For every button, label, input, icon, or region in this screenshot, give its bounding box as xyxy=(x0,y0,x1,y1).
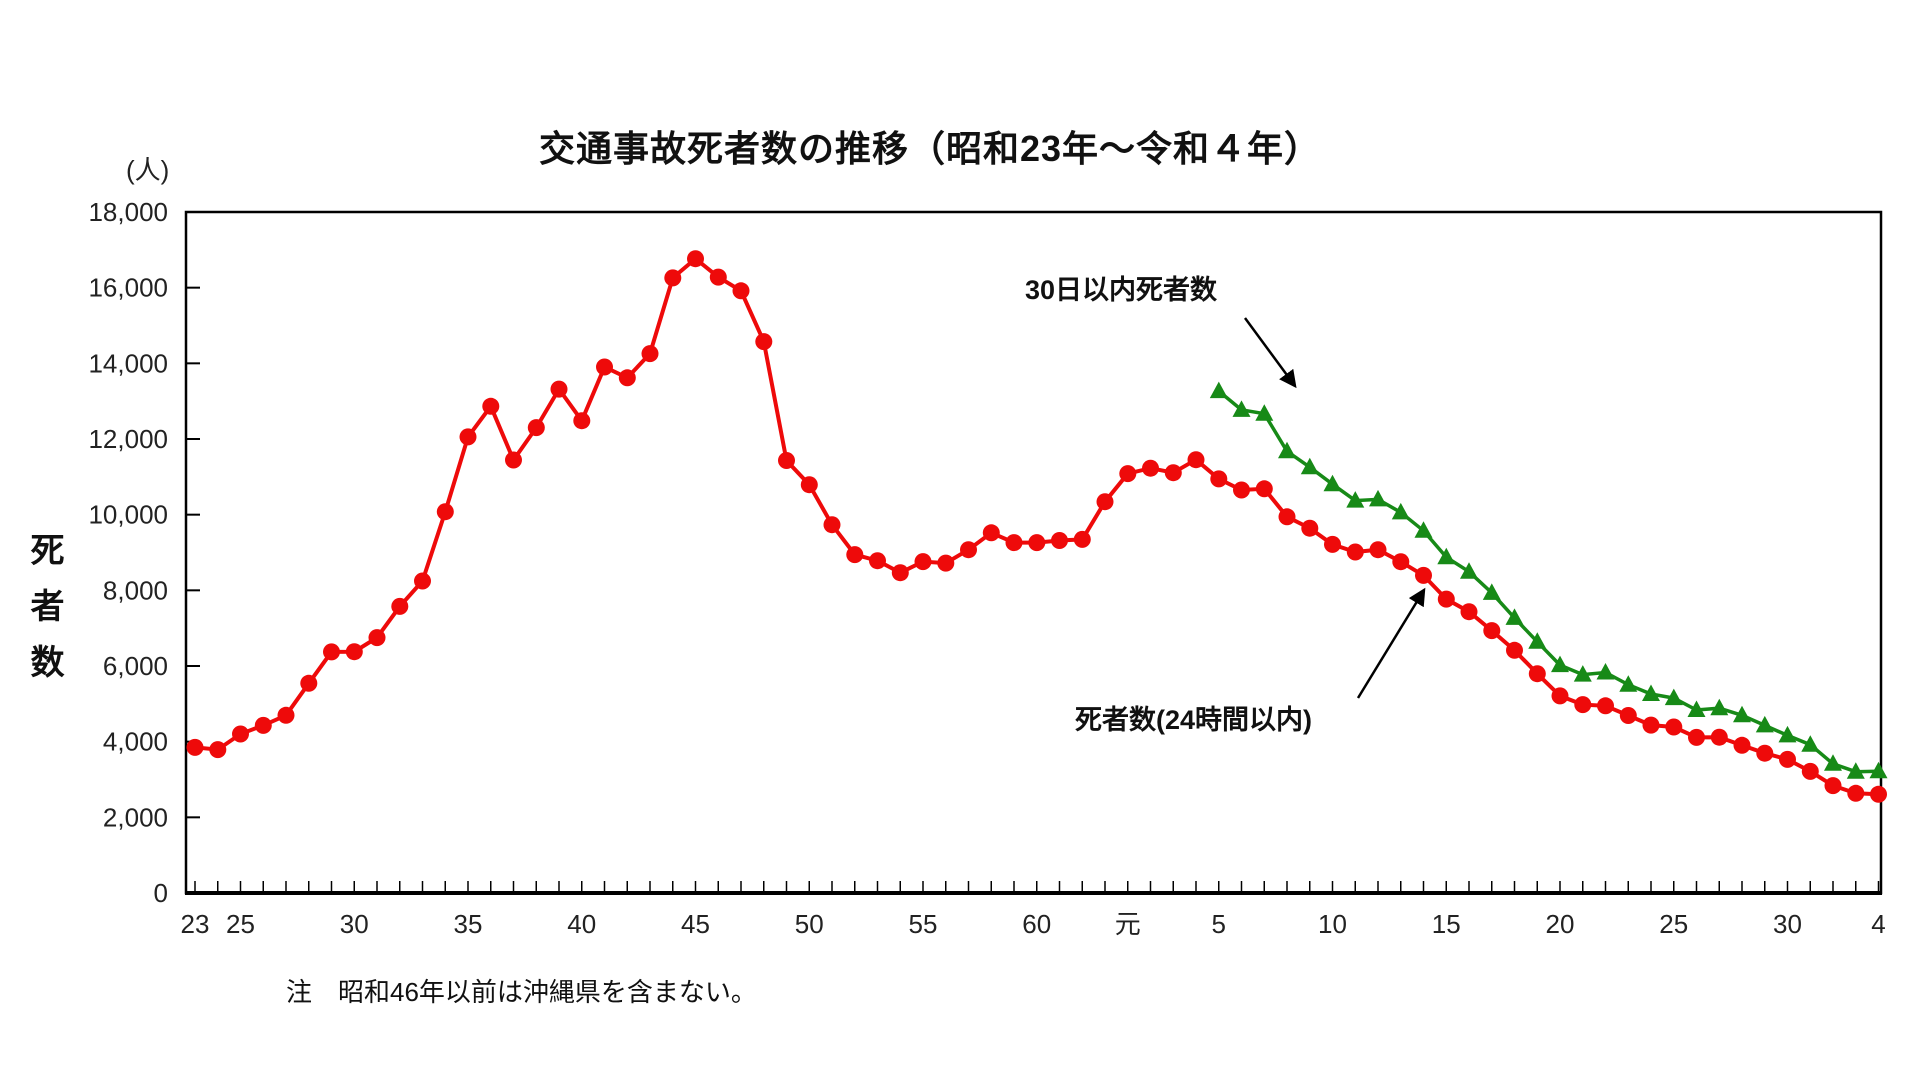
svg-text:25: 25 xyxy=(226,909,255,939)
svg-text:0: 0 xyxy=(154,878,168,908)
svg-text:40: 40 xyxy=(567,909,596,939)
svg-text:55: 55 xyxy=(909,909,938,939)
svg-text:35: 35 xyxy=(454,909,483,939)
svg-text:30: 30 xyxy=(1773,909,1802,939)
svg-text:元: 元 xyxy=(1115,909,1141,939)
legend-label-30day-series: 30日以内死者数 xyxy=(1025,275,1218,305)
svg-text:14,000: 14,000 xyxy=(88,348,168,378)
svg-text:15: 15 xyxy=(1432,909,1461,939)
svg-text:8,000: 8,000 xyxy=(103,575,168,605)
svg-text:5: 5 xyxy=(1212,909,1226,939)
svg-text:16,000: 16,000 xyxy=(88,273,168,303)
svg-text:10: 10 xyxy=(1318,909,1347,939)
svg-text:2,000: 2,000 xyxy=(103,802,168,832)
svg-text:20: 20 xyxy=(1546,909,1575,939)
svg-text:6,000: 6,000 xyxy=(103,651,168,681)
svg-text:23: 23 xyxy=(181,909,210,939)
chart-title: 交通事故死者数の推移（昭和23年～令和４年） xyxy=(538,128,1322,169)
svg-text:60: 60 xyxy=(1022,909,1051,939)
legend-label-24hour-series: 死者数(24時間以内) xyxy=(1075,705,1313,735)
y-axis-unit-label: (人) xyxy=(126,155,170,185)
svg-text:4,000: 4,000 xyxy=(103,727,168,757)
svg-text:4: 4 xyxy=(1871,909,1885,939)
svg-text:12,000: 12,000 xyxy=(88,424,168,454)
svg-text:18,000: 18,000 xyxy=(88,197,168,227)
svg-text:30: 30 xyxy=(340,909,369,939)
svg-text:50: 50 xyxy=(795,909,824,939)
y-axis-title: 死者数 xyxy=(25,532,63,700)
svg-text:10,000: 10,000 xyxy=(88,500,168,530)
svg-text:45: 45 xyxy=(681,909,710,939)
chart-footnote: 注 昭和46年以前は沖縄県を含まない。 xyxy=(286,977,757,1007)
svg-text:25: 25 xyxy=(1659,909,1688,939)
